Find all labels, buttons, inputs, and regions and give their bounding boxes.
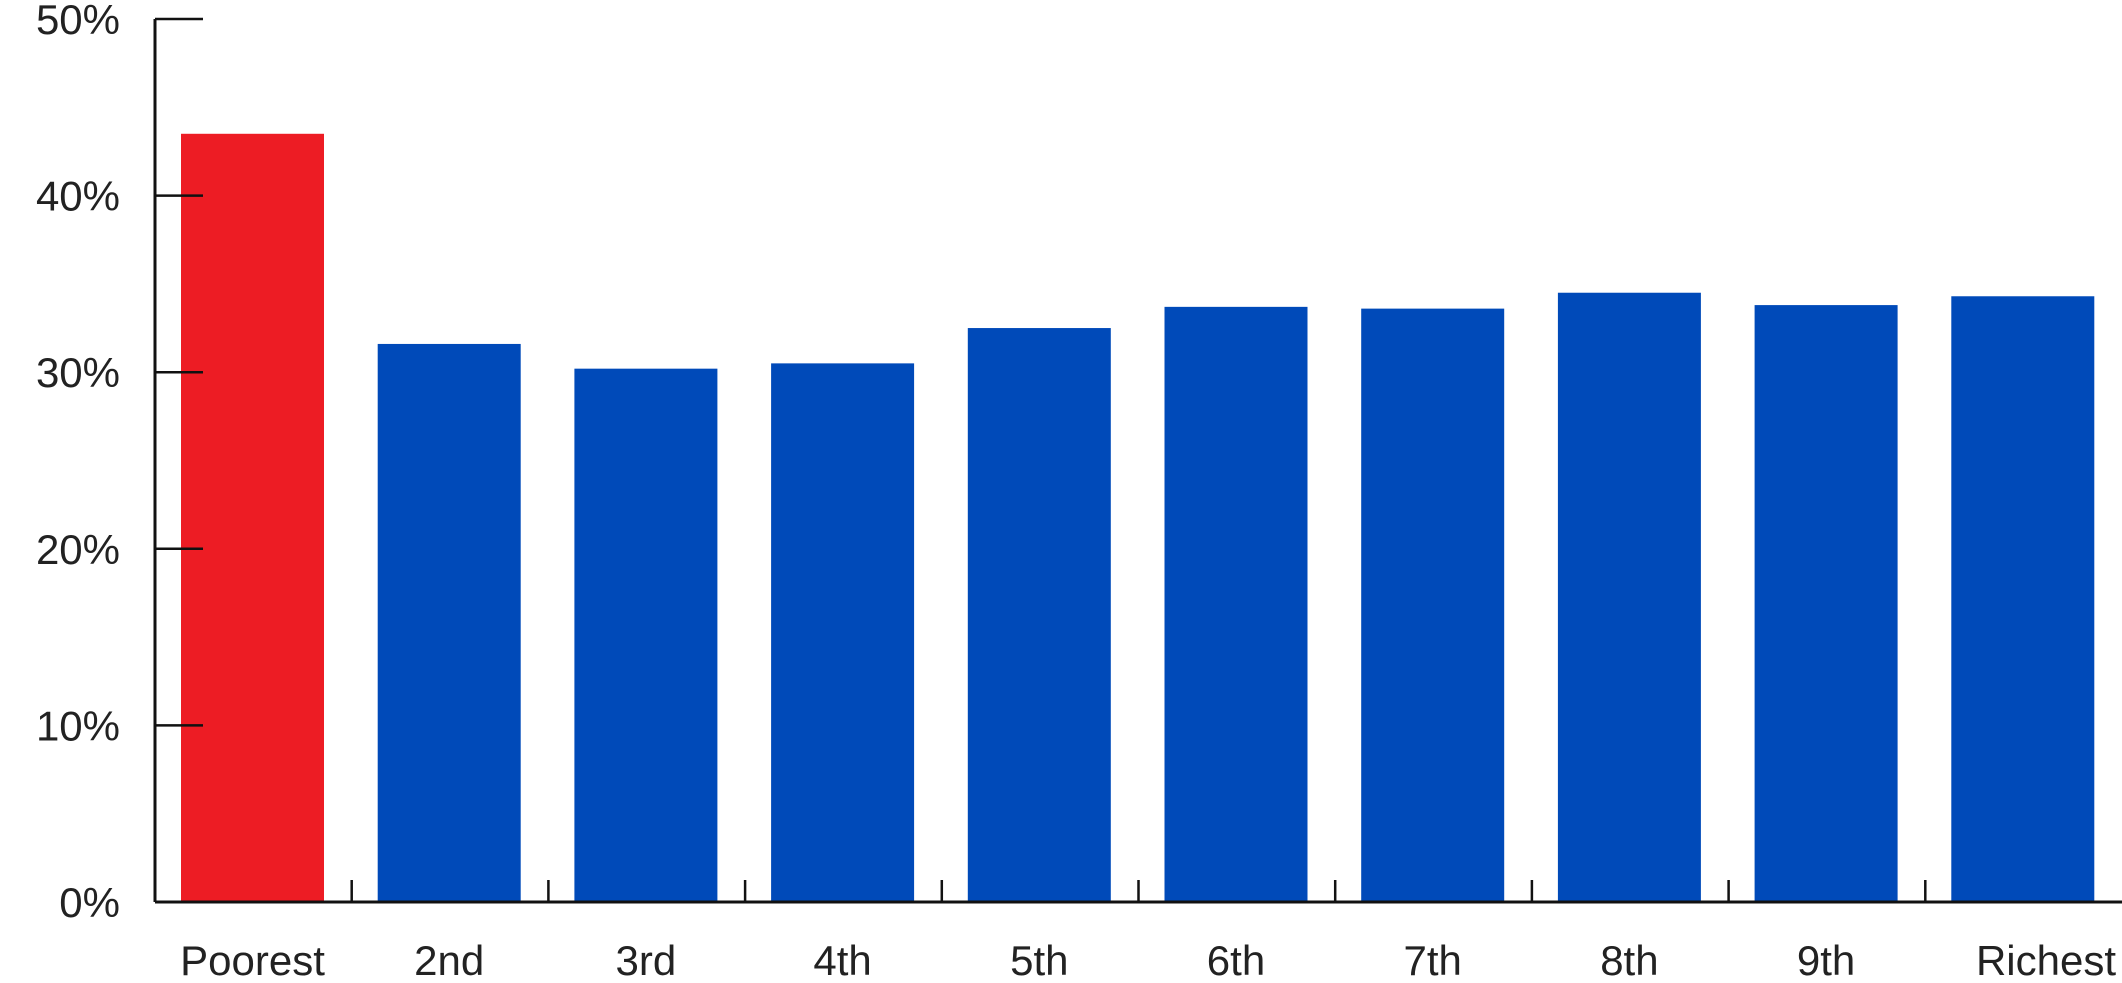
bar-richest	[1951, 296, 2095, 903]
x-tick-label: 9th	[1797, 937, 1855, 983]
x-tick-label: Richest	[1976, 937, 2116, 983]
x-tick-label: 6th	[1207, 937, 1265, 983]
bars-group	[181, 133, 2095, 903]
y-tick-label: 30%	[36, 349, 120, 396]
x-tick-label: 2nd	[414, 937, 484, 983]
bar-3rd	[574, 368, 718, 903]
x-tick-label: 5th	[1010, 937, 1068, 983]
y-tick-label: 0%	[59, 879, 120, 926]
x-ticks-group: Poorest 2nd 3rd 4th 5th 6th 7th 8th 9th Richest	[180, 880, 2116, 983]
bar-5th	[967, 328, 1111, 902]
bar-poorest	[181, 133, 324, 903]
x-tick-label: 7th	[1404, 937, 1462, 983]
bar-9th	[1754, 305, 1898, 902]
x-tick-label: 3rd	[616, 937, 677, 983]
y-tick-label: 20%	[36, 526, 120, 573]
y-tick-label: 50%	[36, 0, 120, 43]
bar-6th	[1164, 306, 1308, 902]
y-tick-label: 40%	[36, 173, 120, 220]
x-tick-label: 8th	[1600, 937, 1658, 983]
x-tick-label: 4th	[813, 937, 871, 983]
bar-8th	[1557, 292, 1701, 903]
x-tick-label: Poorest	[180, 937, 325, 983]
y-tick-label: 10%	[36, 702, 120, 749]
bar-7th	[1361, 308, 1505, 902]
bar-2nd	[377, 343, 521, 903]
y-ticks-group: 0% 10% 20% 30% 40% 50%	[36, 0, 203, 926]
bar-4th	[771, 363, 915, 902]
